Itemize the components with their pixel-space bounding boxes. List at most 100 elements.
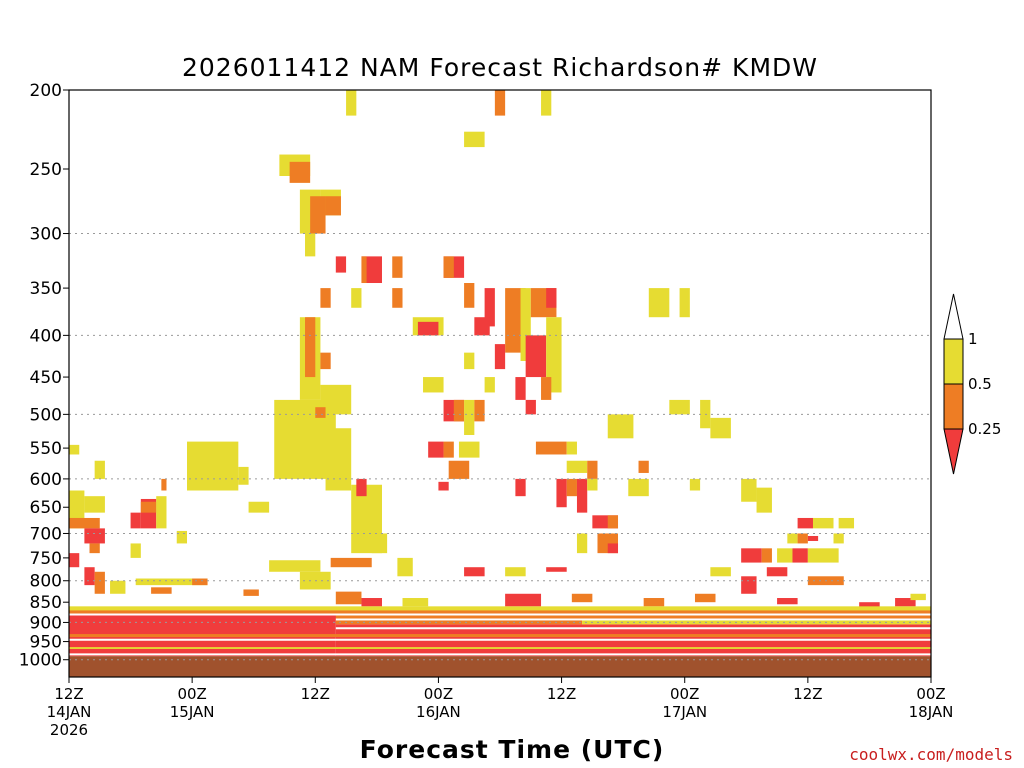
ri-cell-yellow bbox=[346, 90, 357, 116]
x-tick-label: 16JAN bbox=[416, 703, 461, 721]
ri-cell-red bbox=[505, 593, 542, 607]
ri-cell-red bbox=[438, 481, 449, 491]
y-tick-label: 200 bbox=[30, 81, 62, 101]
ri-cell-orange bbox=[335, 620, 583, 625]
x-axis-label: Forecast Time (UTC) bbox=[360, 735, 665, 764]
ri-cell-yellow bbox=[305, 233, 316, 257]
y-tick-label: 1000 bbox=[19, 651, 62, 671]
y-tick-label: 350 bbox=[30, 279, 62, 299]
ground-layer bbox=[69, 656, 931, 677]
ri-cell-orange bbox=[643, 598, 665, 607]
ri-cell-yellow bbox=[812, 517, 834, 529]
ri-cell-orange bbox=[638, 460, 649, 473]
ri-cell-red bbox=[792, 548, 808, 563]
ri-cell-yellow bbox=[628, 478, 649, 497]
ri-cell-red bbox=[428, 441, 444, 458]
ri-cell-red bbox=[546, 567, 567, 572]
x-tick-label: 17JAN bbox=[662, 703, 707, 721]
ri-cell-orange bbox=[151, 587, 172, 594]
ri-cell-red bbox=[607, 543, 619, 554]
y-tick-label: 550 bbox=[30, 439, 62, 459]
ri-cell-orange bbox=[392, 288, 403, 308]
x-tick-label: 12Z bbox=[793, 685, 822, 703]
ri-cell-orange bbox=[94, 571, 105, 594]
ri-cell-red bbox=[464, 567, 485, 577]
ri-cell-yellow bbox=[587, 478, 598, 491]
colorbar-lower-arrow bbox=[943, 428, 964, 475]
colorbar-label: 0.25 bbox=[968, 420, 1001, 438]
ri-cell-yellow bbox=[777, 548, 793, 563]
ri-cell-yellow bbox=[84, 496, 105, 513]
ri-cell-yellow bbox=[756, 487, 772, 513]
x-tick-label: 15JAN bbox=[170, 703, 215, 721]
ri-cell-orange bbox=[571, 593, 593, 603]
ri-cell-yellow bbox=[238, 466, 249, 485]
y-tick-label: 650 bbox=[30, 498, 62, 518]
ri-cell-orange bbox=[443, 256, 454, 278]
ri-cell-yellow bbox=[689, 478, 701, 491]
ri-cell-orange bbox=[325, 196, 341, 216]
ri-cell-yellow bbox=[69, 444, 80, 455]
ri-cell-orange bbox=[694, 593, 716, 603]
ri-cell-orange bbox=[320, 288, 331, 308]
ri-cell-yellow bbox=[187, 441, 239, 491]
ri-cell-orange bbox=[69, 634, 931, 638]
ri-cell-red bbox=[797, 517, 813, 529]
ri-cell-yellow bbox=[566, 441, 577, 455]
ri-cell-orange bbox=[161, 478, 167, 491]
ri-cell-orange bbox=[243, 589, 259, 596]
colorbar-yellow bbox=[943, 338, 964, 385]
ri-cell-yellow bbox=[741, 478, 757, 502]
x-tick-label: 2026 bbox=[50, 721, 88, 739]
ri-cell-orange bbox=[192, 578, 208, 586]
colorbar-upper-arrow bbox=[943, 293, 964, 340]
ri-cell-yellow bbox=[838, 517, 855, 529]
x-tick-label: 00Z bbox=[916, 685, 945, 703]
y-tick-label: 750 bbox=[30, 549, 62, 569]
ri-cell-red bbox=[494, 344, 506, 370]
ri-cell-yellow bbox=[464, 352, 475, 370]
ri-cell-red bbox=[515, 478, 526, 497]
y-tick-label: 800 bbox=[30, 572, 62, 592]
y-tick-label: 300 bbox=[30, 225, 62, 245]
y-tick-label: 250 bbox=[30, 160, 62, 180]
ri-cell-yellow bbox=[505, 567, 526, 577]
credit-link[interactable]: coolwx.com/models bbox=[849, 745, 1013, 764]
ri-cell-red bbox=[130, 512, 141, 529]
x-tick-label: 12Z bbox=[301, 685, 330, 703]
ri-cell-red bbox=[84, 528, 105, 544]
ri-cell-red bbox=[417, 321, 439, 336]
ri-cell-red bbox=[741, 576, 757, 594]
y-tick-label: 900 bbox=[30, 613, 62, 633]
y-tick-label: 500 bbox=[30, 405, 62, 425]
x-tick-label: 00Z bbox=[670, 685, 699, 703]
ri-cell-orange bbox=[443, 441, 454, 458]
ri-cell-orange bbox=[289, 161, 311, 183]
colorbar: 1 0.5 0.25 bbox=[943, 293, 1001, 475]
colorbar-label: 0.5 bbox=[968, 375, 992, 393]
ri-cell-yellow bbox=[94, 460, 105, 479]
white-layers bbox=[69, 613, 931, 656]
ri-cell-yellow bbox=[458, 441, 480, 458]
ri-cell-red bbox=[69, 553, 80, 568]
ri-cell-yellow bbox=[582, 620, 931, 625]
ri-cell-red bbox=[741, 548, 762, 563]
ri-cell-red bbox=[546, 288, 557, 308]
ri-cell-orange bbox=[797, 533, 808, 544]
y-axis: 200 250 300 350 400 450 500 550 600 650 700 750 8008… bbox=[19, 81, 69, 671]
ri-cell-yellow bbox=[269, 560, 321, 572]
x-tick-label: 14JAN bbox=[47, 703, 92, 721]
ri-cell-yellow bbox=[176, 530, 188, 544]
ri-cell-red bbox=[576, 478, 588, 513]
ri-cell-red bbox=[556, 478, 567, 508]
ri-cell-red bbox=[84, 567, 95, 586]
ri-cell-orange bbox=[607, 515, 619, 529]
ri-cell-yellow bbox=[69, 647, 931, 649]
y-tick-label: 450 bbox=[30, 368, 62, 388]
ri-cell-orange bbox=[494, 90, 506, 116]
ri-cell-yellow bbox=[464, 399, 475, 435]
ri-cell-orange bbox=[305, 317, 316, 378]
ri-cell-yellow bbox=[710, 417, 731, 439]
ri-cell-orange bbox=[140, 501, 157, 513]
